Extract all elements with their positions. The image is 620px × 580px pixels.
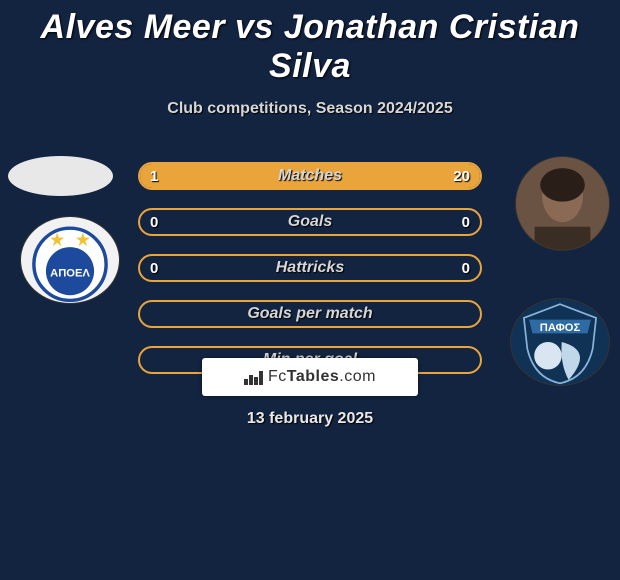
watermark: FcTables.com (202, 358, 418, 396)
bar-fill-left (140, 164, 156, 188)
club-left-badge: ΑΠΟΕΛ (20, 216, 120, 304)
apoel-crest-icon: ΑΠΟΕΛ (21, 217, 119, 303)
subtitle: Club competitions, Season 2024/2025 (0, 100, 620, 118)
stat-label: Goals per match (140, 302, 480, 326)
watermark-text: FcTables.com (268, 368, 376, 386)
stat-right-value: 0 (452, 256, 480, 280)
stat-right-value: 0 (452, 210, 480, 234)
stat-label: Hattricks (140, 256, 480, 280)
watermark-bold: Tables (287, 368, 340, 385)
watermark-suffix: .com (339, 368, 376, 385)
player-right-photo (515, 156, 610, 251)
stat-row: 0 0Hattricks (138, 254, 482, 282)
player-silhouette-icon (516, 157, 609, 250)
stat-left-value: 0 (140, 210, 168, 234)
page-title: Alves Meer vs Jonathan Cristian Silva (0, 0, 620, 86)
bar-fill-right (156, 164, 480, 188)
svg-text:ΠΑΦΟΣ: ΠΑΦΟΣ (540, 322, 581, 334)
stat-row: Goals per match (138, 300, 482, 328)
stat-row: 0 0Goals (138, 208, 482, 236)
date-label: 13 february 2025 (0, 410, 620, 428)
fctables-logo-icon (244, 369, 264, 385)
stat-label: Goals (140, 210, 480, 234)
watermark-light: Fc (268, 368, 287, 385)
stat-left-value: 0 (140, 256, 168, 280)
comparison-card: Alves Meer vs Jonathan Cristian Silva Cl… (0, 0, 620, 580)
club-right-badge: ΠΑΦΟΣ (510, 298, 610, 386)
player-left-photo (8, 156, 113, 196)
stat-row: 120Matches (138, 162, 482, 190)
pafos-crest-icon: ΠΑΦΟΣ (511, 299, 609, 385)
svg-text:ΑΠΟΕΛ: ΑΠΟΕΛ (50, 267, 90, 279)
